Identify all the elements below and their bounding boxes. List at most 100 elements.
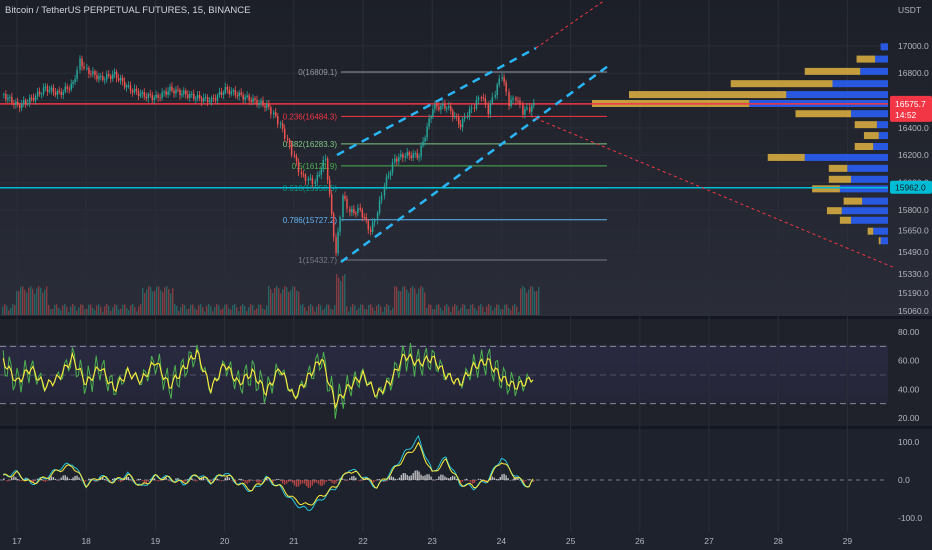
volume-bar [528, 289, 530, 315]
candle-body [529, 107, 531, 112]
momentum-histogram-bar [268, 480, 270, 481]
volume-bar [534, 291, 536, 315]
momentum-histogram-bar [375, 480, 377, 481]
volume-bar [104, 306, 106, 315]
volume-bar [26, 292, 28, 315]
volume-bar [516, 306, 518, 315]
momentum-histogram-bar [493, 477, 495, 480]
momentum-histogram-bar [454, 476, 456, 480]
candle-body [70, 83, 73, 90]
volume-bar [400, 291, 402, 315]
candle-body [351, 209, 353, 213]
candle-body [266, 103, 268, 108]
volume-bar [456, 305, 458, 315]
volume-bar [332, 309, 334, 315]
volume-bar [80, 304, 82, 315]
oscillator-line-fast [2, 342, 534, 419]
momentum-histogram-bar [276, 479, 278, 480]
volume-bar [344, 274, 346, 315]
volume-bar [128, 310, 130, 315]
momentum-histogram-bar [444, 476, 446, 480]
volume-bar [132, 304, 134, 315]
momentum-histogram-bar [408, 476, 410, 480]
momentum-histogram-bar [469, 480, 472, 483]
volume-bar [38, 286, 40, 315]
candle-body [501, 77, 503, 79]
time-tick-label: 19 [151, 536, 161, 546]
momentum-histogram-bar [72, 477, 74, 480]
candle-body [42, 87, 45, 94]
candle-body [157, 94, 159, 98]
candle-body [454, 116, 456, 118]
candle-body [216, 94, 219, 101]
volume-bar [46, 286, 48, 315]
candle-body [477, 97, 480, 101]
volume-bar [484, 311, 486, 315]
volume-bar [92, 308, 94, 315]
volume-bar [226, 304, 228, 315]
candle-body [246, 95, 248, 98]
volume-bar [242, 304, 244, 315]
candle-body [440, 105, 442, 110]
volume-bar [326, 304, 328, 315]
volume-bar [290, 290, 292, 315]
candle-body [456, 116, 458, 118]
volume-bar [250, 304, 252, 315]
momentum-histogram-bar [430, 476, 432, 480]
volume-bar [134, 306, 136, 315]
volume-bar [302, 304, 304, 315]
volume-bar [246, 311, 248, 315]
volume-bar [154, 290, 156, 315]
momentum-histogram-bar [297, 480, 300, 487]
momentum-histogram-bar [495, 479, 497, 480]
volume-bar [180, 307, 182, 315]
candle-body [318, 174, 321, 176]
volume-profile-up [812, 185, 840, 193]
momentum-histogram-bar [177, 478, 179, 480]
volume-bar [430, 304, 432, 315]
momentum-histogram-bar [467, 480, 470, 481]
momentum-histogram-bar [311, 480, 314, 486]
candle-body [373, 220, 376, 223]
volume-bar [274, 287, 276, 315]
momentum-histogram-bar [440, 474, 442, 480]
momentum-histogram-bar [56, 480, 59, 481]
volume-bar [322, 310, 324, 315]
volume-bar [262, 308, 264, 315]
fib-level-label: 0.5(16121.9) [292, 162, 338, 171]
momentum-histogram-bar [378, 479, 381, 480]
candle-body [519, 100, 521, 105]
volume-profile-down [832, 80, 888, 88]
candle-body [145, 96, 148, 99]
momentum-histogram-bar [11, 477, 13, 480]
volume-bar [466, 309, 468, 315]
momentum-histogram-bar [505, 475, 507, 480]
volume-profile-down [804, 153, 888, 161]
volume-bar [64, 304, 66, 315]
momentum-histogram-bar [376, 479, 379, 480]
volume-profile-up [767, 153, 805, 161]
volume-bar [368, 304, 370, 315]
volume-bar [388, 305, 390, 315]
volume-bar [152, 291, 154, 315]
volume-profile-up [854, 121, 877, 129]
volume-bar [376, 305, 378, 315]
momentum-histogram-bar [410, 475, 412, 480]
candle-body [302, 174, 305, 176]
momentum-histogram-bar [436, 479, 438, 480]
volume-bar [492, 310, 494, 315]
volume-bar [190, 304, 192, 315]
momentum-histogram-bar [112, 478, 114, 480]
volume-bar [178, 311, 180, 315]
candle-body [270, 107, 272, 115]
momentum-histogram-bar [125, 476, 128, 480]
volume-bar [462, 304, 464, 315]
momentum-histogram-bar [402, 473, 405, 480]
volume-bar [298, 291, 300, 315]
momentum-histogram-bar [373, 480, 375, 483]
candle-body [286, 138, 289, 140]
momentum-histogram-bar [236, 480, 238, 481]
candle-body [256, 99, 258, 106]
